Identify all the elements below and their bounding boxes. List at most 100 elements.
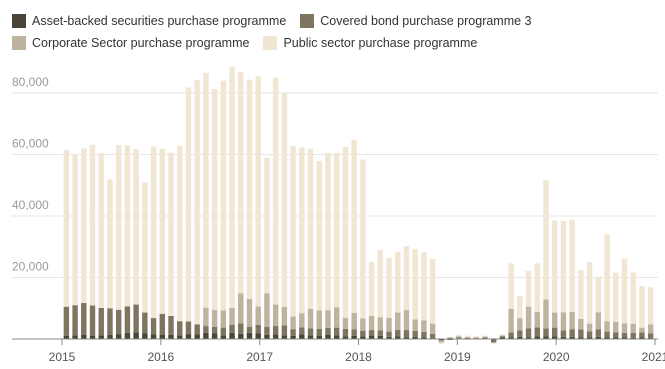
bar-segment xyxy=(499,336,506,338)
bar-segment xyxy=(412,336,418,339)
bar-segment xyxy=(194,324,200,335)
bar-segment xyxy=(508,263,514,309)
bar-segment xyxy=(142,333,148,339)
bar-segment xyxy=(543,328,549,337)
bar-segment xyxy=(229,307,235,325)
legend-swatch-cspp xyxy=(12,36,26,50)
bar-segment xyxy=(360,318,366,332)
x-tick-label: 2018 xyxy=(345,350,372,364)
bar-segment xyxy=(630,332,636,338)
bar-segment xyxy=(272,334,279,339)
bar-segment xyxy=(63,149,70,307)
bar-segment xyxy=(525,328,532,338)
bar-segment xyxy=(490,342,497,344)
x-tick-label: 2017 xyxy=(246,350,273,364)
bar-segment xyxy=(578,319,584,330)
bar-segment xyxy=(325,335,331,339)
bar-segment xyxy=(586,262,593,324)
bar-segment xyxy=(630,323,636,333)
x-tick-label: 2016 xyxy=(147,350,174,364)
bar-segment xyxy=(255,324,261,334)
bar-segment xyxy=(107,308,113,335)
bar-segment xyxy=(89,305,96,336)
bar-segment xyxy=(98,335,104,339)
bar-segment xyxy=(613,272,619,322)
bar-segment xyxy=(595,336,602,339)
bar-segment xyxy=(351,312,357,330)
bar-segment xyxy=(342,146,349,318)
bar-segment xyxy=(543,299,549,329)
legend-item-cbpp3: Covered bond purchase programme 3 xyxy=(300,10,532,32)
bar-segment xyxy=(142,182,148,313)
bar-segment xyxy=(395,312,401,330)
bar-segment xyxy=(386,257,392,318)
bar-segment xyxy=(272,326,279,335)
bar-segment xyxy=(203,307,209,327)
bar-segment xyxy=(177,145,183,322)
bar-segment xyxy=(115,144,122,310)
bar-segment xyxy=(203,72,209,308)
bar-segment xyxy=(464,335,471,337)
bar-segment xyxy=(395,329,401,337)
bar-segment xyxy=(447,337,453,339)
bar-segment xyxy=(238,333,244,339)
bar-segment xyxy=(412,248,418,320)
bar-segment xyxy=(98,152,104,308)
bar-segment xyxy=(177,335,183,339)
bar-segment xyxy=(81,148,87,304)
bar-segment xyxy=(150,146,157,319)
bar-segment xyxy=(403,310,410,331)
bar-segment xyxy=(81,303,87,335)
bar-segment xyxy=(368,330,375,336)
bar-segment xyxy=(177,321,183,336)
bar-segment xyxy=(316,310,322,329)
bar-segment xyxy=(586,323,593,332)
bar-segment xyxy=(281,93,288,307)
bar-segment xyxy=(185,321,192,335)
bar-segment xyxy=(595,312,602,330)
bar-segment xyxy=(517,336,523,339)
legend-item-cspp: Corporate Sector purchase programme xyxy=(12,32,249,54)
bar-segment xyxy=(220,335,227,339)
bar-segment xyxy=(534,263,540,312)
bar-segment xyxy=(360,159,366,319)
bar-segment xyxy=(647,287,654,325)
bar-segment xyxy=(63,335,70,339)
y-tick-label: 60,000 xyxy=(12,137,49,151)
bar-segment xyxy=(639,337,645,339)
bar-segment xyxy=(238,72,244,294)
y-tick-labels: 20,000 40,000 60,000 80,000 xyxy=(12,75,49,274)
bar-segment xyxy=(613,332,619,338)
legend-swatch-pspp xyxy=(263,36,278,50)
bar-segment xyxy=(421,331,427,338)
bar-segment xyxy=(508,332,514,338)
bar-segment xyxy=(299,313,305,328)
legend-item-abspp: Asset-backed securities purchase program… xyxy=(12,10,286,32)
bar-segment xyxy=(272,304,279,327)
bar-segment xyxy=(639,327,645,333)
legend-swatch-abspp xyxy=(12,14,26,28)
bar-segment xyxy=(456,337,462,339)
bar-segment xyxy=(438,339,445,341)
bar-segment xyxy=(525,271,532,307)
x-tick-labels: 2015 2016 2017 2018 2019 2020 2021 xyxy=(49,350,665,364)
bar-segment xyxy=(307,308,314,329)
bar-segment xyxy=(168,152,174,316)
bar-segment xyxy=(569,329,575,337)
bar-segment xyxy=(142,312,148,334)
bar-segment xyxy=(438,340,445,343)
bar-segment xyxy=(150,334,157,339)
bar-segment xyxy=(124,145,131,307)
bar-segment xyxy=(203,332,209,339)
bar-segment xyxy=(334,335,340,339)
bar-segment xyxy=(89,144,96,306)
bar-segment xyxy=(72,305,78,336)
bar-segment xyxy=(98,307,104,336)
bar-segment xyxy=(438,342,445,344)
bar-segment xyxy=(220,327,227,336)
bar-segment xyxy=(517,295,523,319)
bar-segment xyxy=(299,334,305,339)
bar-segment xyxy=(133,332,139,339)
bar-segment xyxy=(246,299,253,327)
bar-segment xyxy=(264,334,270,339)
